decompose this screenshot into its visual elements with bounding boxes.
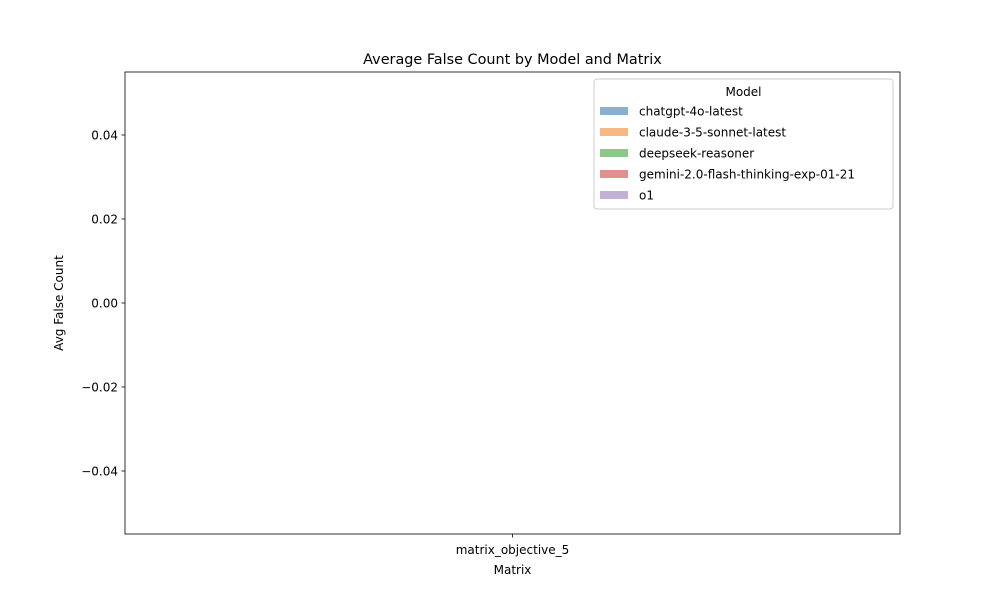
legend-frame [593,78,894,210]
legend-swatch [600,149,628,157]
y-tick-label: 0.02 [91,212,118,226]
legend-items: chatgpt-4o-latest claude-3-5-sonnet-lates… [600,105,855,203]
x-tick-label: matrix_objective_5 [456,543,570,557]
chart-title: Average False Count by Model and Matrix [363,52,662,68]
legend-swatch [600,170,628,178]
x-axis: matrix_objective_5 [456,534,570,557]
legend-swatch [600,107,628,115]
y-tick-label: −0.02 [81,380,118,394]
legend: Model chatgpt-4o-latest claude-3-5-sonnet… [593,78,894,210]
y-tick-label: 0.04 [91,128,118,142]
y-tick-label: 0.00 [91,296,118,310]
x-axis-label: Matrix [494,563,532,577]
legend-label: deepseek-reasoner [639,147,754,161]
legend-label: gemini-2.0-flash-thinking-exp-01-21 [639,168,855,182]
legend-title: Model [725,85,761,99]
y-tick-label: −0.04 [81,464,118,478]
legend-swatch [600,128,628,136]
legend-label: claude-3-5-sonnet-latest [639,126,786,140]
legend-label: chatgpt-4o-latest [639,105,743,119]
y-axis: −0.04 −0.02 0.00 0.02 0.04 [81,128,125,478]
legend-swatch [600,191,628,199]
legend-label: o1 [639,189,654,203]
y-axis-label: Avg False Count [52,255,66,351]
